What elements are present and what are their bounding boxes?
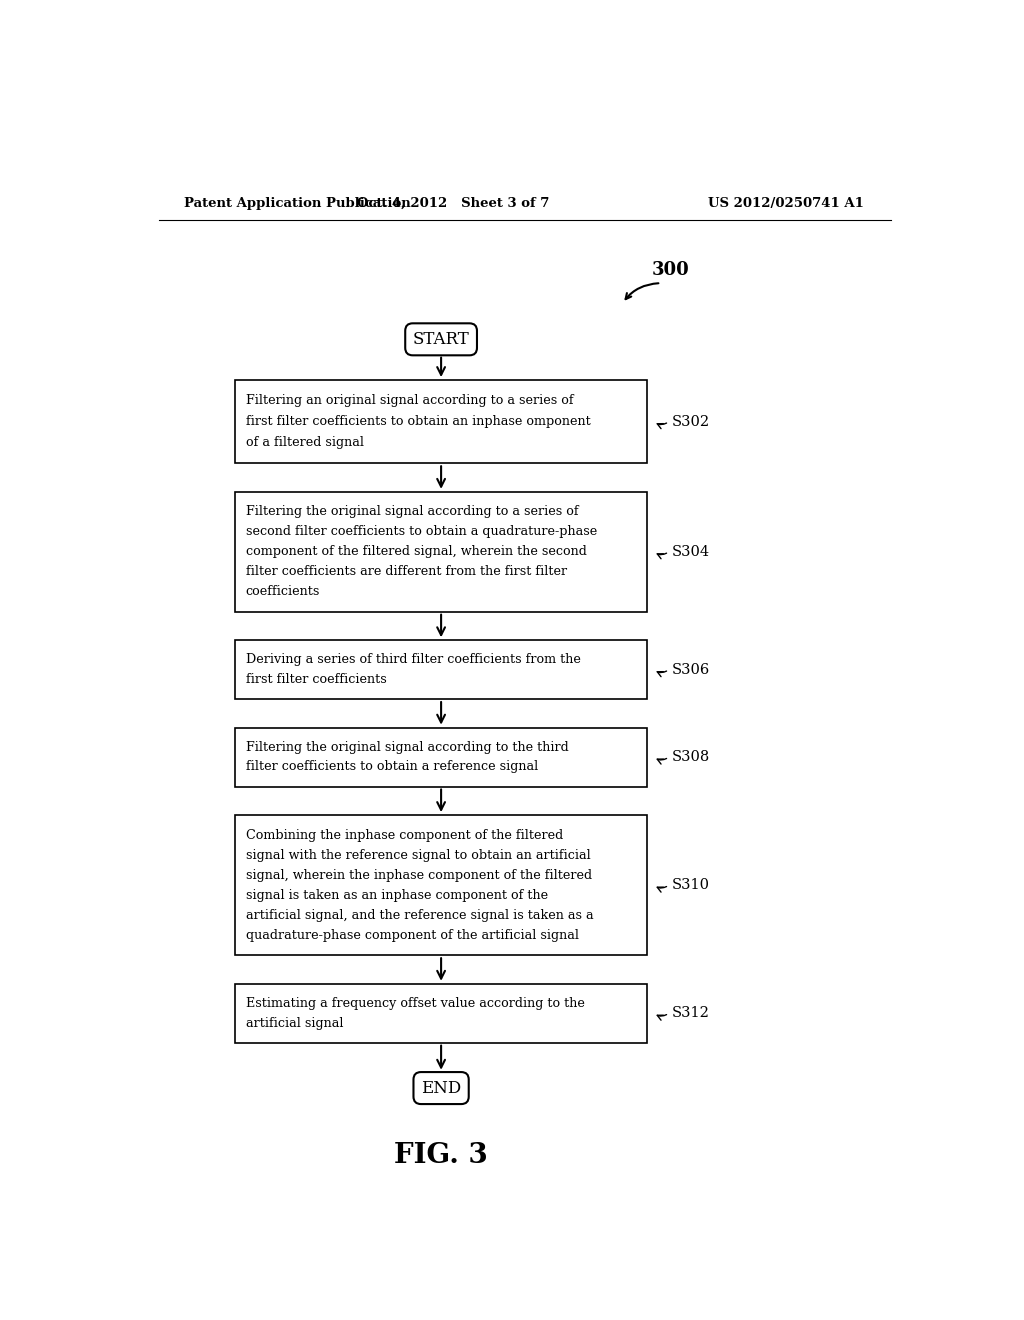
Text: S308: S308 (672, 750, 711, 764)
Text: Combining the inphase component of the filtered: Combining the inphase component of the f… (246, 829, 563, 842)
Text: 300: 300 (651, 261, 689, 279)
Text: START: START (413, 331, 469, 347)
Text: S312: S312 (672, 1006, 710, 1020)
Text: Deriving a series of third filter coefficients from the: Deriving a series of third filter coeffi… (246, 653, 581, 667)
Text: first filter coefficients: first filter coefficients (246, 673, 386, 686)
Text: signal, wherein the inphase component of the filtered: signal, wherein the inphase component of… (246, 869, 592, 882)
Text: FIG. 3: FIG. 3 (394, 1142, 488, 1170)
Text: Filtering an original signal according to a series of: Filtering an original signal according t… (246, 395, 573, 408)
Text: artificial signal, and the reference signal is taken as a: artificial signal, and the reference sig… (246, 908, 594, 921)
Text: S306: S306 (672, 663, 711, 677)
Bar (234, 492, 647, 611)
Text: END: END (421, 1080, 461, 1097)
Bar (234, 814, 647, 956)
Bar (234, 640, 647, 700)
Text: signal is taken as an inphase component of the: signal is taken as an inphase component … (246, 888, 548, 902)
Text: artificial signal: artificial signal (246, 1016, 343, 1030)
Text: filter coefficients to obtain a reference signal: filter coefficients to obtain a referenc… (246, 760, 538, 774)
Text: signal with the reference signal to obtain an artificial: signal with the reference signal to obta… (246, 849, 591, 862)
Text: S304: S304 (672, 545, 711, 558)
Text: second filter coefficients to obtain a quadrature-phase: second filter coefficients to obtain a q… (246, 525, 597, 539)
Bar (234, 380, 647, 463)
Text: Filtering the original signal according to a series of: Filtering the original signal according … (246, 506, 579, 519)
Text: Oct. 4, 2012   Sheet 3 of 7: Oct. 4, 2012 Sheet 3 of 7 (357, 197, 550, 210)
Bar (234, 983, 647, 1043)
Text: first filter coefficients to obtain an inphase omponent: first filter coefficients to obtain an i… (246, 416, 591, 428)
Text: S310: S310 (672, 878, 710, 892)
Text: component of the filtered signal, wherein the second: component of the filtered signal, wherei… (246, 545, 587, 558)
Text: S302: S302 (672, 414, 711, 429)
Text: Filtering the original signal according to the third: Filtering the original signal according … (246, 741, 568, 754)
Text: of a filtered signal: of a filtered signal (246, 436, 364, 449)
Text: filter coefficients are different from the first filter: filter coefficients are different from t… (246, 565, 567, 578)
Text: US 2012/0250741 A1: US 2012/0250741 A1 (709, 197, 864, 210)
Text: Estimating a frequency offset value according to the: Estimating a frequency offset value acco… (246, 997, 585, 1010)
Text: coefficients: coefficients (246, 585, 321, 598)
Bar (234, 727, 647, 787)
Text: quadrature-phase component of the artificial signal: quadrature-phase component of the artifi… (246, 929, 579, 941)
Text: Patent Application Publication: Patent Application Publication (183, 197, 411, 210)
